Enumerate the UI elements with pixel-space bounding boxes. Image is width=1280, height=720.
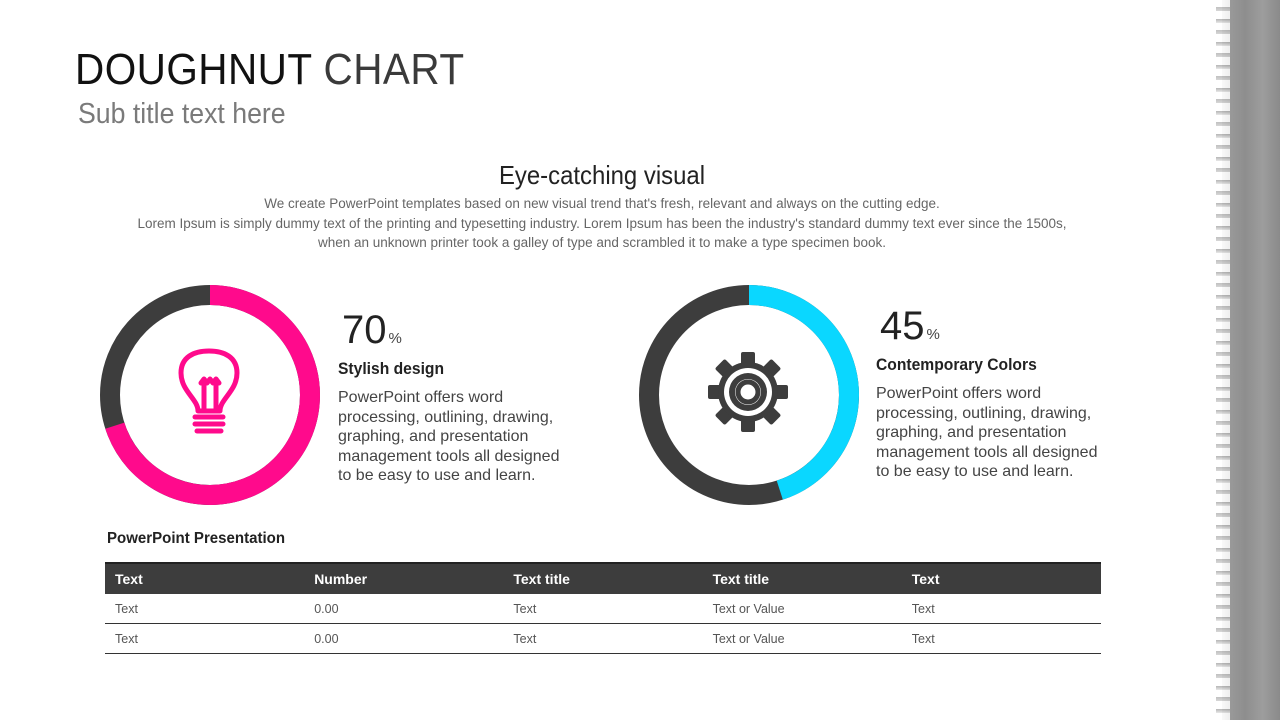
- stat-value-2: 45%: [880, 304, 940, 357]
- gear-icon: [708, 352, 788, 432]
- table-cell: Text: [503, 623, 703, 654]
- table-cell: Text or Value: [702, 623, 902, 654]
- stat-title-1: Stylish design: [338, 359, 445, 378]
- section-heading: Eye-catching visual: [498, 160, 706, 190]
- percent-sign: %: [388, 330, 402, 347]
- table-cell: Text: [105, 594, 305, 624]
- grunge-edge: [1216, 0, 1230, 720]
- doughnut-svg: [639, 285, 859, 505]
- stat-title-2: Contemporary Colors: [876, 355, 1037, 374]
- slide-title: DOUGHNUT CHART: [75, 44, 465, 96]
- section-description: We create PowerPoint templates based on …: [100, 194, 1104, 253]
- table-header-cell: Number: [304, 562, 504, 594]
- slide-subtitle: Sub title text here: [78, 98, 286, 130]
- stat-description-2: PowerPoint offers word processing, outli…: [876, 385, 1098, 480]
- data-table: Text Number Text title Text title Text T…: [105, 562, 1101, 654]
- doughnut-value-ring: [639, 285, 859, 505]
- section-description-line: We create PowerPoint templates based on …: [264, 196, 940, 211]
- doughnut-svg: [100, 285, 320, 505]
- stat-value-1: 70%: [342, 308, 402, 361]
- section-description-line: when an unknown printer took a galley of…: [317, 235, 887, 250]
- grunge-border: [1222, 0, 1280, 720]
- doughnut-value-ring: [100, 285, 320, 505]
- table-header-cell: Text: [901, 562, 1101, 594]
- table-row: Text 0.00 Text Text or Value Text: [105, 594, 1101, 624]
- table-cell: Text: [503, 594, 703, 624]
- stat-description-1: PowerPoint offers word processing, outli…: [338, 389, 560, 484]
- section-description-line: Lorem Ipsum is simply dummy text of the …: [137, 215, 1067, 231]
- table-header-cell: Text title: [503, 562, 703, 594]
- doughnut-chart-stylish-design: [98, 283, 322, 507]
- table-cell: Text or Value: [702, 594, 902, 624]
- table-header-cell: Text title: [702, 562, 902, 594]
- stat-number: 45: [880, 304, 925, 348]
- slide-title-light: CHART: [311, 45, 465, 94]
- table-header-cell: Text: [105, 562, 305, 594]
- table-title: PowerPoint Presentation: [107, 530, 286, 547]
- table-header-row: Text Number Text title Text title Text: [105, 562, 1101, 594]
- lightbulb-icon: [178, 348, 240, 434]
- table-cell: Text: [105, 623, 305, 654]
- slide-title-bold: DOUGHNUT: [75, 45, 312, 94]
- percent-sign: %: [926, 326, 940, 343]
- table-cell: 0.00: [304, 594, 504, 624]
- table-row: Text 0.00 Text Text or Value Text: [105, 623, 1101, 654]
- table-cell: 0.00: [304, 623, 504, 654]
- table-cell: Text: [901, 594, 1101, 624]
- stat-number: 70: [342, 308, 387, 352]
- doughnut-chart-contemporary-colors: [637, 283, 861, 507]
- table-cell: Text: [901, 623, 1101, 654]
